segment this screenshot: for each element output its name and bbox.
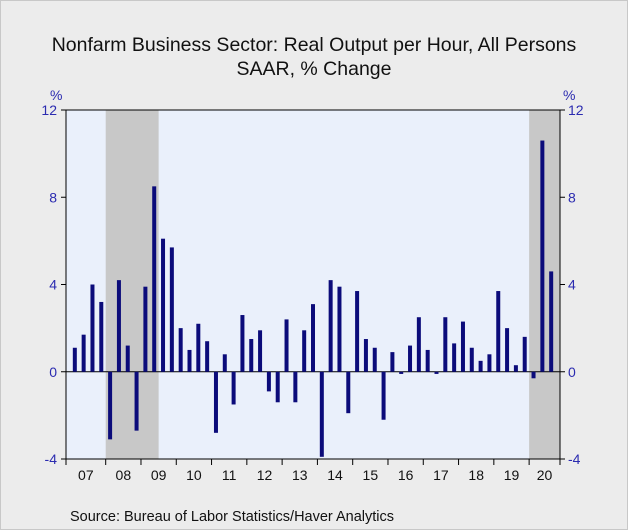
bar	[116, 280, 121, 372]
bar	[178, 328, 183, 372]
bar	[540, 140, 545, 372]
bar	[416, 317, 421, 372]
bar	[460, 321, 465, 372]
bar	[505, 328, 510, 372]
x-tick-label: 12	[257, 467, 273, 483]
bar	[275, 371, 280, 403]
bar	[531, 371, 536, 379]
bar	[90, 284, 95, 372]
bar	[196, 323, 201, 372]
y-tick-label-right: -4	[568, 451, 581, 467]
x-tick-label: 10	[186, 467, 202, 483]
x-tick-label: 20	[537, 467, 553, 483]
bar	[399, 371, 404, 374]
bar	[205, 341, 210, 372]
y-tick-label-left: 4	[49, 277, 57, 293]
bar	[258, 330, 263, 372]
bar	[249, 339, 254, 372]
x-tick-label: 09	[151, 467, 167, 483]
bar	[284, 319, 289, 372]
bar	[187, 349, 192, 372]
y-tick-label-left: 8	[49, 189, 57, 205]
y-tick-label-left: 12	[41, 102, 57, 118]
y-tick-label-right: 12	[568, 102, 584, 118]
recession-shade	[529, 110, 560, 459]
bar	[346, 371, 351, 414]
bar	[434, 371, 439, 374]
bar	[496, 291, 501, 372]
bar	[125, 345, 130, 372]
bar	[337, 286, 342, 372]
x-tick-label: 16	[398, 467, 414, 483]
bar	[469, 347, 474, 372]
bar	[134, 371, 139, 431]
x-tick-label: 07	[78, 467, 94, 483]
y-tick-label-left: -4	[45, 451, 58, 467]
bar	[152, 186, 157, 372]
y-unit-right: %	[563, 87, 575, 103]
bar	[443, 317, 448, 372]
bar	[143, 286, 148, 372]
source-note: Source: Bureau of Labor Statistics/Haver…	[70, 509, 394, 525]
bar	[311, 304, 315, 372]
bar	[169, 247, 174, 372]
bar	[363, 339, 368, 372]
chart-title: Nonfarm Business Sector: Real Output per…	[51, 34, 577, 56]
bar	[108, 371, 113, 440]
y-tick-label-right: 0	[568, 364, 576, 380]
bar	[161, 238, 166, 372]
bar	[231, 371, 236, 405]
bar	[452, 343, 457, 372]
bar	[319, 371, 324, 457]
bar	[549, 271, 554, 372]
bar	[408, 345, 413, 372]
bar	[355, 291, 360, 372]
bar	[425, 349, 430, 372]
bar	[99, 301, 104, 372]
x-tick-label: 13	[292, 467, 308, 483]
bar	[72, 347, 77, 372]
bar	[302, 330, 307, 372]
bar	[293, 371, 298, 403]
y-unit-left: %	[50, 87, 62, 103]
bar	[381, 371, 386, 420]
bar	[222, 354, 227, 372]
x-tick-label: 11	[222, 467, 237, 483]
x-tick-label: 19	[504, 467, 520, 483]
x-tick-label: 14	[327, 467, 343, 483]
x-tick-label: 17	[433, 467, 449, 483]
bar	[266, 371, 271, 392]
bar	[213, 371, 218, 433]
bar	[513, 365, 518, 372]
chart-subtitle: SAAR, % Change	[236, 58, 392, 80]
recession-shade	[105, 110, 159, 459]
y-tick-label-left: 0	[49, 364, 57, 380]
x-tick-label: 18	[468, 467, 484, 483]
bar	[328, 280, 333, 372]
bar	[390, 352, 395, 372]
bar	[487, 354, 492, 372]
bar	[81, 334, 86, 372]
x-tick-label: 15	[363, 467, 379, 483]
x-tick-label: 08	[116, 467, 132, 483]
bar	[522, 336, 527, 372]
bar	[478, 360, 483, 372]
y-tick-label-right: 8	[568, 189, 576, 205]
bar	[372, 347, 377, 372]
y-tick-label-right: 4	[568, 277, 576, 293]
bar	[240, 315, 245, 372]
